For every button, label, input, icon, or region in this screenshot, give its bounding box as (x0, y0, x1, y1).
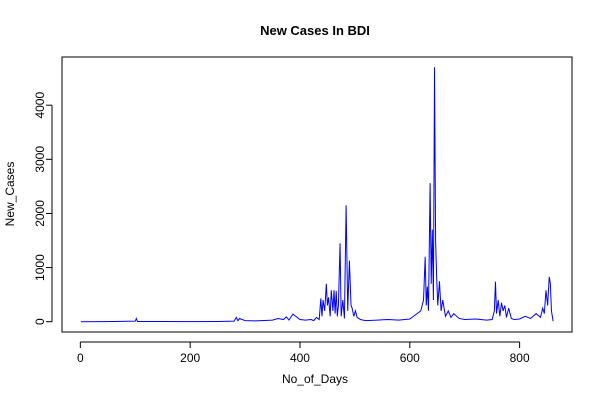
y-tick-label: 4000 (33, 92, 47, 119)
y-tick-label: 2000 (33, 200, 47, 227)
x-tick-label: 400 (290, 351, 310, 365)
x-tick-label: 600 (400, 351, 420, 365)
x-tick-label: 800 (510, 351, 530, 365)
y-tick-label: 3000 (33, 146, 47, 173)
series-line (80, 67, 554, 323)
y-axis-label: New_Cases (3, 162, 17, 227)
plot-box (61, 56, 573, 333)
x-tick-label: 0 (77, 351, 84, 365)
x-tick-label: 200 (180, 351, 200, 365)
y-tick-label: 0 (33, 318, 47, 325)
y-tick-label: 1000 (33, 254, 47, 281)
x-axis-label: No_of_Days (282, 372, 348, 386)
chart-title: New Cases In BDI (260, 23, 370, 38)
